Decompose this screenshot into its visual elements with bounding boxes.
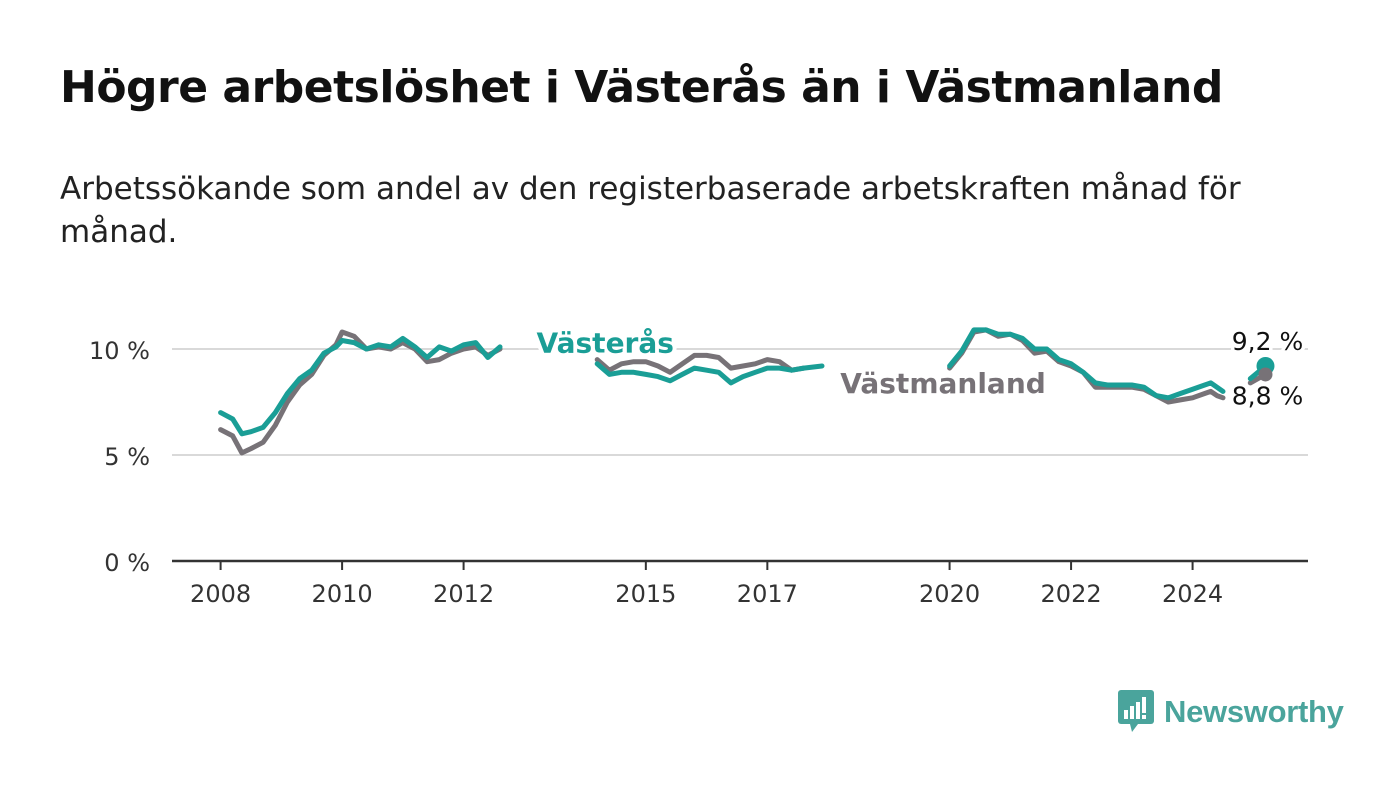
y-tick-label: 5 % [104,443,150,471]
series-labels: VästeråsVästeråsVästmanlandVästmanland9,… [532,323,1306,414]
x-axis: 0 % 5 % 10 % 2008 2010 2012 2015 2017 2020 2022 20… [89,337,1308,608]
end-value-label-halo: 9,2 % [1232,327,1303,356]
series-line-vasteras [594,361,825,386]
series-label: Västmanland [840,367,1046,400]
brand-name: Newsworthy [1164,694,1344,729]
x-tick-label: 2020 [919,580,980,608]
series-label-halo: Västmanland [840,367,1046,400]
series-line-vasteras [947,327,1226,401]
x-tick-label: 2022 [1041,580,1102,608]
x-tick-label: 2024 [1162,580,1223,608]
end-value-label: 8,8 % [1232,381,1303,410]
bar-chart-badge-icon [1118,690,1154,732]
y-tick-label: 0 % [104,549,150,577]
x-tick-label: 2008 [190,580,251,608]
chart-title: Högre arbetslöshet i Västerås än i Västm… [60,62,1223,113]
end-value-label: 9,2 % [1232,327,1303,356]
end-value-label-halo: 8,8 % [1232,381,1303,410]
series-lines [218,327,1275,456]
series-label-halo: Västerås [536,327,673,360]
series-label: Västerås [536,327,673,360]
y-tick-label: 10 % [89,337,150,365]
series-line-vasteras [218,335,503,437]
end-point-marker [1258,367,1273,382]
newsworthy-logo: Newsworthy [1118,690,1344,734]
x-tick-label: 2015 [615,580,676,608]
x-tick-label: 2017 [737,580,798,608]
series-line-vastmanland [594,352,807,375]
x-tick-label: 2010 [312,580,373,608]
chart-subtitle: Arbetssökande som andel av den registerb… [60,171,1241,250]
x-tick-label: 2012 [433,580,494,608]
